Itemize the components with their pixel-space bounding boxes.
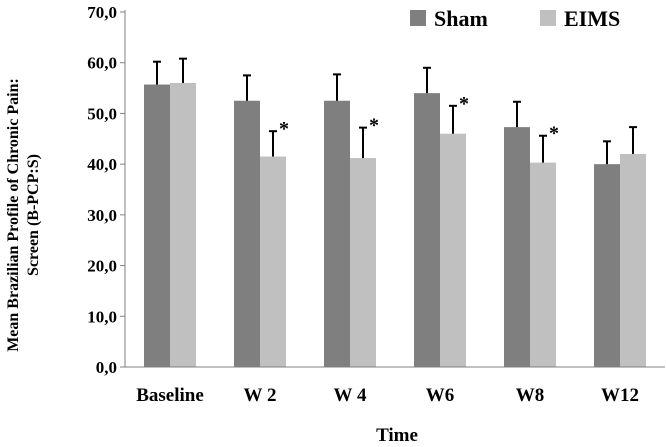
y-axis-title: Mean Brazilian Profile of Chronic Pain: …	[5, 78, 42, 352]
y-tick-label: 60,0	[87, 54, 117, 73]
bars	[144, 83, 646, 368]
y-tick-label: 20,0	[87, 257, 117, 276]
significance-marker: *	[369, 115, 379, 137]
bar-eims	[440, 133, 466, 367]
y-tick-label: 10,0	[87, 307, 117, 326]
x-tick-label: W 2	[244, 385, 277, 406]
y-tick-label: 0,0	[96, 358, 117, 377]
x-tick-label: W 4	[334, 385, 367, 406]
significance-markers: * * * *	[279, 93, 559, 145]
bar-sham	[234, 100, 260, 367]
legend-swatch-eims	[540, 10, 556, 26]
x-tick-labels: Baseline W 2 W 4 W6 W8 W12	[136, 385, 639, 406]
x-tick-label: W6	[426, 385, 455, 406]
x-axis-title: Time	[376, 425, 418, 446]
bar-sham	[414, 93, 440, 368]
legend-swatch-sham	[410, 10, 426, 26]
y-axis-title-line2: Screen (B-PCP:S)	[25, 154, 42, 276]
legend: Sham EIMS	[410, 6, 620, 31]
bar-sham	[594, 164, 620, 367]
legend-label-eims: EIMS	[564, 6, 620, 31]
y-tick-label: 30,0	[87, 206, 117, 225]
x-tick-label: Baseline	[136, 385, 204, 406]
bar-sham	[144, 84, 170, 368]
y-tick-labels: 0,0 10,0 20,0 30,0 40,0 50,0 60,0 70,0	[87, 3, 125, 377]
y-tick-label: 40,0	[87, 155, 117, 174]
bar-eims	[260, 156, 286, 367]
significance-marker: *	[549, 123, 559, 145]
bar-eims	[350, 158, 376, 367]
bar-eims	[170, 83, 196, 367]
significance-marker: *	[279, 118, 289, 140]
bar-sham	[504, 127, 530, 367]
legend-label-sham: Sham	[434, 6, 488, 31]
x-tick-label: W8	[516, 385, 545, 406]
y-tick-label: 70,0	[87, 3, 117, 22]
bar-sham	[324, 100, 350, 367]
error-bars	[153, 57, 637, 165]
significance-marker: *	[459, 93, 469, 115]
bar-eims	[620, 154, 646, 367]
x-tick-label: W12	[601, 385, 639, 406]
y-axis-title-line1: Mean Brazilian Profile of Chronic Pain:	[5, 78, 22, 352]
y-tick-label: 50,0	[87, 104, 117, 123]
bar-eims	[530, 162, 556, 367]
